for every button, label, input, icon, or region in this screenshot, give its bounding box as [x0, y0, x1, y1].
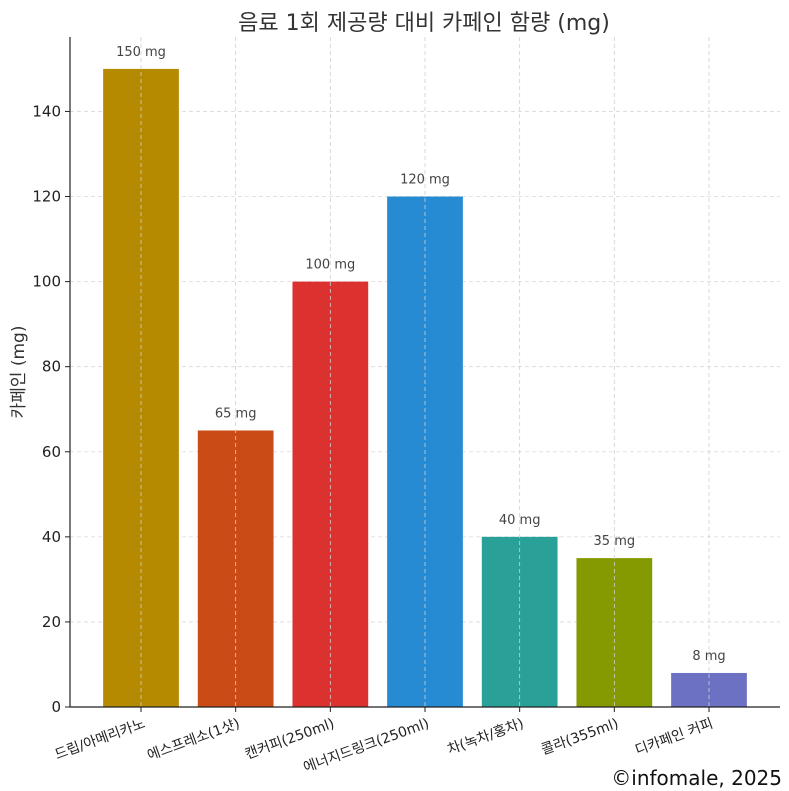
x-tick-label: 드립/아메리카노 — [53, 716, 148, 764]
data-label: 120 mg — [400, 173, 450, 188]
y-tick-label: 0 — [51, 698, 61, 716]
x-tick-label: 디카페인 커피 — [633, 716, 715, 759]
y-tick-label: 120 — [32, 188, 61, 206]
y-tick-label: 80 — [42, 358, 61, 376]
data-label: 150 mg — [116, 45, 166, 60]
y-tick-label: 20 — [42, 613, 61, 631]
y-tick-label: 40 — [42, 528, 61, 546]
data-label: 100 mg — [305, 258, 355, 273]
y-tick-label: 60 — [42, 443, 61, 461]
data-label: 35 mg — [594, 534, 636, 549]
data-label: 40 mg — [499, 513, 541, 528]
y-tick-label: 140 — [32, 102, 61, 120]
data-label: 8 mg — [692, 649, 725, 664]
watermark: ©infomale, 2025 — [611, 766, 782, 790]
y-ticks: 0 20 40 60 80 100 120 140 — [32, 102, 710, 716]
x-tick-label: 콜라(355ml) — [539, 716, 621, 759]
chart-title: 음료 1회 제공량 대비 카페인 함량 (mg) — [238, 11, 610, 36]
data-labels: 150 mg 65 mg 100 mg 120 mg 40 mg 35 mg 8 mg — [116, 37, 726, 707]
data-label: 65 mg — [215, 406, 257, 421]
x-tick-label: 차(녹차/홍차) — [445, 716, 526, 758]
y-axis-label: 카페인 (mg) — [9, 326, 29, 419]
x-tick-label: 에스프레소(1샷) — [145, 716, 242, 764]
y-tick-label: 100 — [32, 273, 61, 291]
